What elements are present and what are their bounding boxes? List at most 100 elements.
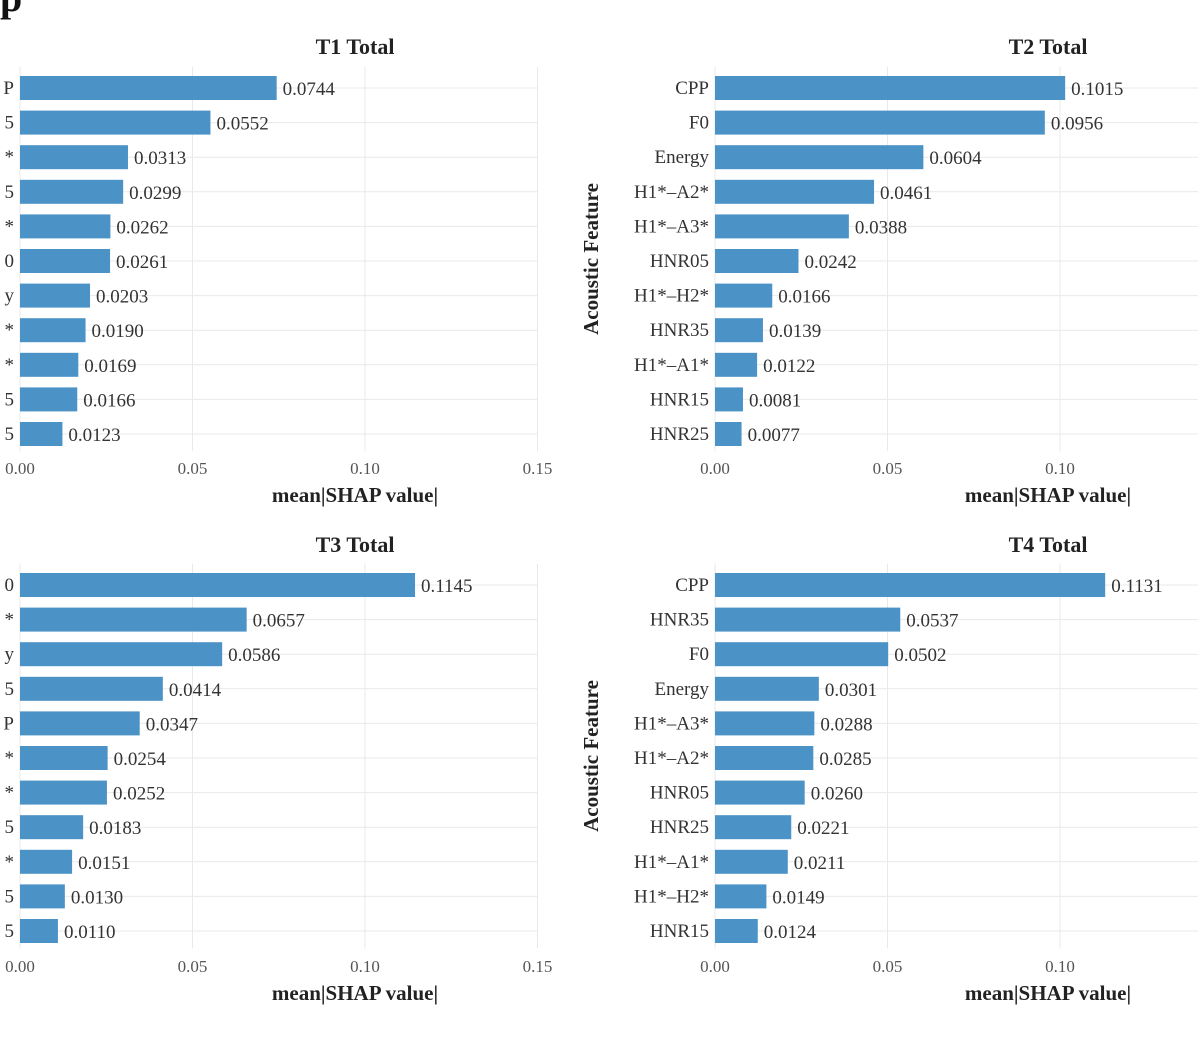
value-label: 0.0414 [169, 680, 222, 701]
category-label: 5 [5, 389, 15, 410]
x-axis-title: mean|SHAP value| [965, 483, 1131, 507]
category-label: * [5, 748, 15, 769]
category-label: H1*–A3* [634, 216, 709, 237]
x-tick-label: 0.10 [350, 957, 380, 976]
category-label: 5 [5, 886, 15, 907]
bar [715, 145, 924, 170]
bar [20, 249, 111, 273]
bar [715, 179, 875, 204]
bar [715, 352, 758, 377]
category-label: HNR05 [650, 783, 709, 804]
category-label: 5 [5, 182, 15, 203]
category-label: * [5, 147, 15, 168]
value-label: 0.0166 [778, 287, 830, 308]
category-label: H1*–A1* [634, 355, 709, 376]
category-label: * [5, 610, 15, 631]
panel-2: T2 Total CPP 0.1015 F0 0.0956 Energy 0.0604 H1*… [579, 34, 1198, 507]
value-label: 0.0288 [820, 714, 872, 735]
value-label: 0.0299 [129, 183, 181, 204]
x-tick-label: 0.05 [178, 459, 208, 478]
bar [715, 919, 758, 943]
bar [715, 607, 901, 632]
value-label: 0.0260 [811, 784, 863, 805]
value-label: 0.0149 [772, 887, 824, 908]
x-tick-label: 0.10 [1045, 957, 1075, 976]
category-label: HNR35 [650, 320, 709, 341]
category-label: H1*–A2* [634, 748, 709, 769]
figure-title-fragment: p [0, 0, 22, 21]
value-label: 0.0301 [825, 680, 877, 701]
value-label: 0.0586 [228, 645, 280, 666]
bar [715, 573, 1106, 597]
value-label: 0.0262 [116, 217, 168, 238]
value-label: 0.0124 [764, 922, 817, 943]
category-label: P [3, 78, 14, 99]
bar [20, 919, 58, 943]
panel-title: T1 Total [316, 34, 395, 59]
value-label: 0.0242 [804, 252, 856, 273]
value-label: 0.0221 [797, 818, 849, 839]
value-label: 0.0081 [749, 390, 801, 411]
panel-title: T3 Total [316, 532, 395, 557]
bar [20, 849, 73, 874]
bar [715, 642, 889, 667]
x-tick-label: 0.00 [700, 957, 730, 976]
bar [20, 214, 111, 239]
value-label: 0.0502 [894, 645, 946, 666]
category-label: * [5, 320, 15, 341]
x-tick-label: 0.00 [700, 459, 730, 478]
category-label: y [5, 644, 15, 665]
category-label: H1*–H2* [634, 286, 709, 307]
bar [20, 711, 140, 736]
x-tick-label: 0.05 [873, 459, 903, 478]
value-label: 0.0169 [84, 356, 136, 377]
category-label: 0 [5, 251, 15, 272]
category-label: H1*–A3* [634, 713, 709, 734]
x-axis-title: mean|SHAP value| [965, 981, 1131, 1005]
bar [715, 76, 1066, 100]
value-label: 0.0203 [96, 287, 148, 308]
value-label: 0.0254 [114, 749, 167, 770]
category-label: Energy [654, 679, 709, 700]
bar [715, 849, 788, 874]
bar [20, 422, 63, 446]
bar [715, 214, 849, 239]
x-tick-label: 0.15 [523, 459, 553, 478]
bar [20, 352, 79, 377]
value-label: 0.0657 [253, 611, 305, 632]
category-label: H1*–H2* [634, 886, 709, 907]
category-label: * [5, 852, 15, 873]
value-label: 0.0130 [71, 887, 123, 908]
bar [20, 642, 223, 667]
bar [20, 884, 65, 909]
category-label: 5 [5, 113, 15, 134]
bar [20, 76, 277, 100]
category-label: Energy [654, 147, 709, 168]
x-tick-label: 0.05 [178, 957, 208, 976]
value-label: 0.0956 [1051, 114, 1103, 135]
bar [715, 283, 773, 308]
category-label: HNR25 [650, 424, 709, 445]
bar [20, 387, 78, 412]
category-label: y [5, 286, 15, 307]
category-label: * [5, 216, 15, 237]
bar [20, 318, 86, 343]
bar [20, 179, 124, 204]
value-label: 0.0252 [113, 784, 165, 805]
value-label: 0.0313 [134, 148, 186, 169]
x-tick-label: 0.00 [5, 459, 35, 478]
x-tick-label: 0.10 [1045, 459, 1075, 478]
bar [715, 884, 767, 909]
category-label: CPP [675, 575, 709, 596]
bar [715, 387, 743, 412]
value-label: 0.0122 [763, 356, 815, 377]
category-label: 5 [5, 921, 15, 942]
category-label: 5 [5, 679, 15, 700]
y-axis-title: Acoustic Feature [579, 183, 603, 335]
bar [715, 422, 742, 446]
value-label: 0.0077 [748, 425, 800, 446]
bar [20, 573, 416, 597]
category-label: CPP [675, 78, 709, 99]
category-label: F0 [689, 113, 709, 134]
value-label: 0.0166 [83, 390, 135, 411]
